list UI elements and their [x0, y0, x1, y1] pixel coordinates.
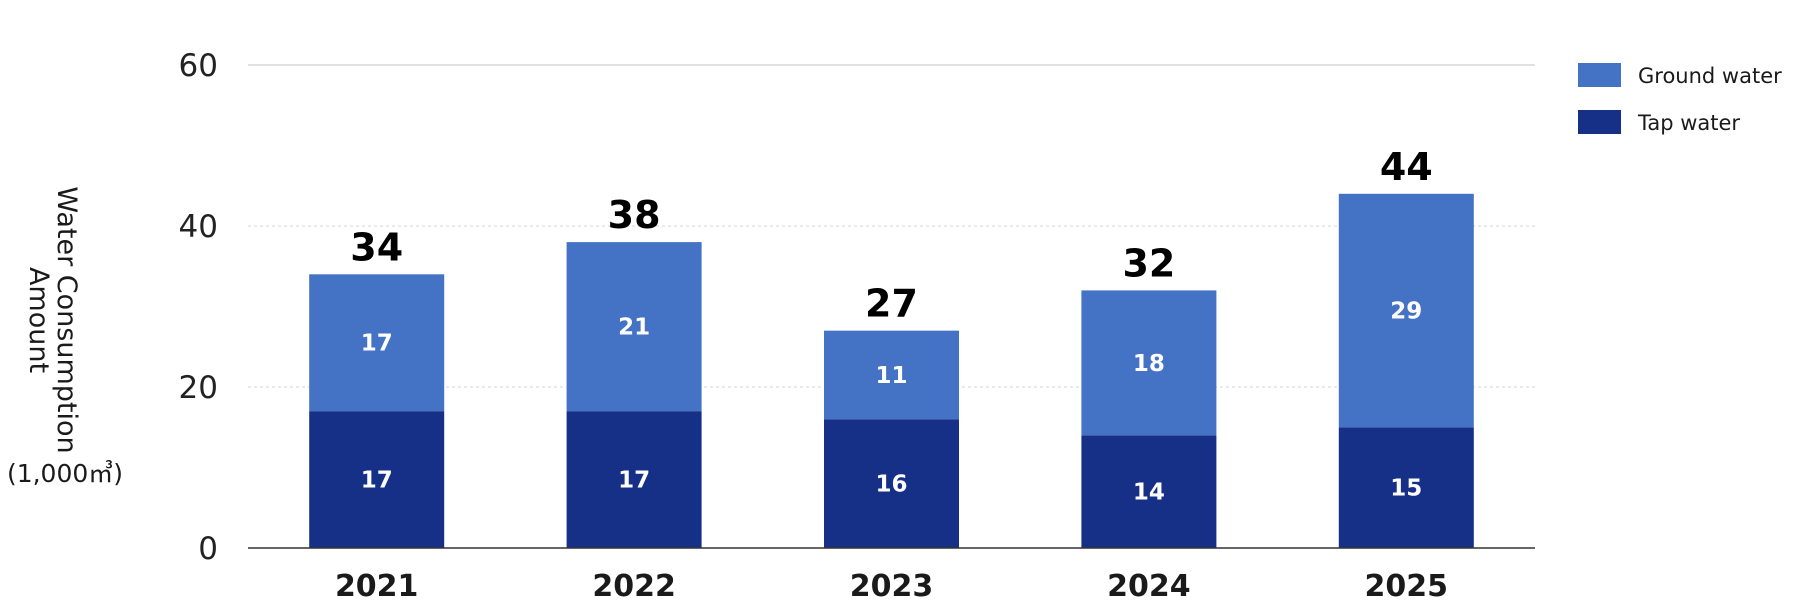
bar-segment-tap-water	[1081, 435, 1217, 548]
bar-total-label: 34	[350, 225, 403, 269]
y-tick-label: 0	[198, 531, 218, 567]
x-tick-label: 2022	[592, 569, 676, 604]
bar-segment-tap-water	[309, 411, 445, 548]
bar-total-label: 27	[865, 282, 918, 326]
bar-value-label: 11	[875, 363, 907, 389]
bar-segment-ground-water	[1338, 193, 1474, 428]
y-axis-ticks: 0 20 40 60	[179, 48, 218, 567]
y-axis-label-line2: Amount	[23, 267, 54, 373]
bar-value-label: 16	[875, 472, 907, 498]
x-tick-label: 2023	[850, 569, 934, 604]
bar-total-label: 38	[608, 193, 661, 237]
bar-segment-ground-water	[309, 274, 445, 412]
y-tick-label: 60	[179, 48, 218, 84]
x-tick-label: 2021	[335, 569, 419, 604]
bar-segment-ground-water	[566, 242, 702, 412]
y-tick-label: 40	[179, 209, 218, 245]
x-tick-label: 2024	[1107, 569, 1191, 604]
legend-label: Tap water	[1637, 111, 1740, 135]
legend-swatch	[1578, 63, 1621, 87]
bar-total-label: 32	[1122, 241, 1175, 285]
bars: 17 17 34 17 21 38 16 11 27 14 18 32 15 29 44	[309, 145, 1474, 548]
bar-value-label: 17	[361, 468, 393, 494]
bar-total-label: 44	[1380, 145, 1433, 189]
y-axis-unit: (1,000㎥)	[7, 459, 123, 488]
bar-value-label: 14	[1133, 480, 1165, 506]
bar-segment-tap-water	[1338, 427, 1474, 548]
legend-label: Ground water	[1638, 64, 1782, 88]
y-axis-label: Water Consumption Amount	[23, 186, 82, 453]
bar-value-label: 18	[1133, 351, 1165, 377]
bar-value-label: 17	[618, 468, 650, 494]
bar-value-label: 17	[361, 331, 393, 357]
legend: Ground water Tap water	[1578, 63, 1782, 135]
legend-swatch	[1578, 110, 1621, 134]
bar-segment-tap-water	[566, 411, 702, 548]
bar-value-label: 15	[1390, 476, 1422, 502]
bar-segment-ground-water	[1081, 290, 1217, 436]
y-axis-label-line1: Water Consumption	[51, 186, 82, 453]
bar-value-label: 29	[1390, 299, 1422, 325]
x-axis-ticks: 2021 2022 2023 2024 2025	[335, 569, 1448, 604]
x-tick-label: 2025	[1365, 569, 1449, 604]
bar-segment-ground-water	[824, 330, 959, 420]
bar-value-label: 21	[618, 315, 650, 341]
bar-segment-tap-water	[824, 419, 959, 548]
y-tick-label: 20	[179, 370, 218, 406]
